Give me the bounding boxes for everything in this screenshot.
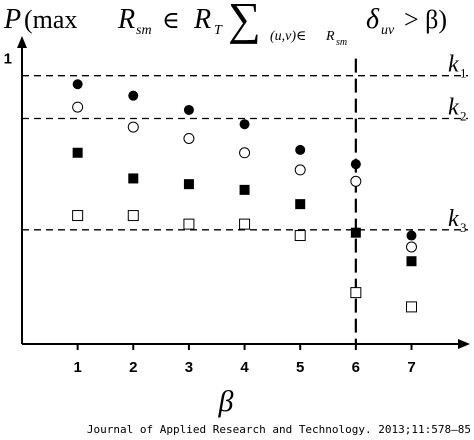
threshold-label-subscript: 3 (460, 220, 467, 235)
title-sum-subscript-r-sub: sm (336, 37, 347, 48)
title-element-of: ∈ (162, 8, 180, 34)
x-tick-label: 1 (73, 359, 81, 376)
filled-circle-point (406, 230, 417, 241)
open-square-point (405, 301, 417, 313)
filled-circle-point (72, 79, 83, 90)
filled-circle-point (183, 104, 194, 115)
open-square-point (127, 210, 139, 222)
data-points (72, 79, 417, 313)
title-sum-subscript: (u,v)∈ (270, 29, 306, 44)
x-axis-arrowhead (458, 339, 470, 349)
open-circle-point (294, 164, 306, 176)
open-square-point (183, 218, 195, 230)
threshold-label-k: k (448, 206, 459, 232)
x-tick-label: 7 (407, 359, 415, 376)
chart-title: P (max R sm ∈ R T ∑ (u,v)∈ R sm δ uv > β… (3, 0, 447, 48)
filled-square-point (72, 147, 83, 158)
threshold-label-subscript: 2 (460, 109, 467, 124)
x-tick-label: 3 (185, 359, 193, 376)
tick-labels: 1 2 3 4 5 6 7 1 (4, 51, 416, 376)
open-square-point (294, 230, 306, 242)
open-circle-point (350, 175, 362, 187)
filled-circle-point (239, 119, 250, 130)
open-square-point (72, 210, 84, 222)
open-circle-point (405, 241, 417, 253)
title-delta-sub: uv (381, 23, 395, 38)
open-circle-point (239, 147, 251, 159)
open-square-point (350, 287, 362, 299)
filled-circle-point (350, 159, 361, 170)
title-delta: δ (366, 4, 380, 35)
filled-circle-point (295, 144, 306, 155)
open-circle-point (127, 121, 139, 133)
threshold-label-subscript: 1 (460, 66, 467, 81)
filled-square-point (183, 179, 194, 190)
y-tick-label: 1 (4, 51, 12, 68)
filled-square-point (295, 199, 306, 210)
chart-axes (17, 36, 470, 349)
title-r-sm-sub: sm (136, 23, 152, 38)
title-sum-sign: ∑ (228, 0, 261, 44)
title-r-t: R (193, 4, 211, 35)
open-circle-point (183, 132, 195, 144)
threshold-label-k: k (448, 52, 459, 78)
title-r-sm: R (117, 4, 135, 35)
filled-square-point (350, 227, 361, 238)
title-close: > β) (404, 5, 447, 34)
open-circle-point (72, 101, 84, 113)
title-prefix: P (3, 4, 21, 35)
filled-square-point (128, 173, 139, 184)
footer-citation: Journal of Applied Research and Technolo… (87, 423, 471, 436)
x-tick-label: 6 (352, 359, 360, 376)
filled-square-point (406, 256, 417, 267)
x-axis-label: β (218, 385, 234, 418)
title-r-t-sub: T (214, 23, 223, 38)
x-tick-label: 4 (240, 359, 249, 376)
threshold-lines (22, 58, 468, 344)
x-tick-label: 5 (296, 359, 304, 376)
open-square-point (239, 218, 251, 230)
filled-circle-point (128, 90, 139, 101)
y-axis-arrowhead (17, 36, 27, 48)
threshold-label-k: k (448, 95, 459, 121)
title-open: (max (24, 5, 77, 34)
filled-square-point (239, 184, 250, 195)
title-sum-subscript-r: R (325, 29, 335, 44)
threshold-labels: k 1k 2k 3 (448, 52, 467, 235)
x-tick-label: 2 (129, 359, 137, 376)
